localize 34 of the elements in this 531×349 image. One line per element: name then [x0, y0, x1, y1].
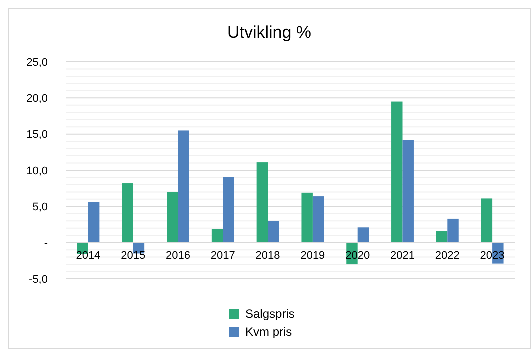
bar	[392, 102, 403, 243]
bar	[302, 192, 313, 243]
y-tick-label: 20,0	[26, 93, 48, 106]
bar	[402, 140, 414, 243]
x-tick-label: 2019	[300, 250, 326, 262]
y-tick-label: 25,0	[26, 56, 48, 69]
bar	[312, 196, 324, 243]
legend-label: Salgspris	[246, 307, 295, 321]
y-tick-label: 15,0	[26, 129, 48, 142]
bar	[268, 221, 280, 243]
bar	[167, 192, 178, 243]
x-tick-label: 2015	[121, 250, 146, 262]
x-tick-label: 2016	[166, 250, 190, 262]
y-tick-label: -5,0	[29, 274, 48, 286]
bar	[223, 177, 234, 243]
legend-label: Kvm pris	[246, 325, 292, 339]
y-tick-label: -	[44, 238, 48, 250]
bar	[358, 228, 370, 243]
y-tick-label: 5,0	[32, 202, 48, 214]
x-tick-label: 2014	[76, 250, 101, 262]
chart-title: Utvikling %	[227, 23, 312, 42]
x-tick-label: 2022	[435, 250, 460, 262]
y-tick-label: 10,0	[26, 165, 48, 178]
x-tick-label: 2018	[256, 250, 280, 262]
bar	[88, 202, 100, 243]
bar	[481, 198, 493, 243]
bar	[122, 184, 134, 243]
bar	[178, 130, 190, 243]
bar	[448, 218, 459, 243]
x-tick-label: 2017	[210, 250, 236, 262]
bar	[436, 231, 448, 243]
bar	[212, 229, 224, 243]
x-tick-label: 2021	[390, 250, 415, 262]
bar	[256, 162, 268, 243]
